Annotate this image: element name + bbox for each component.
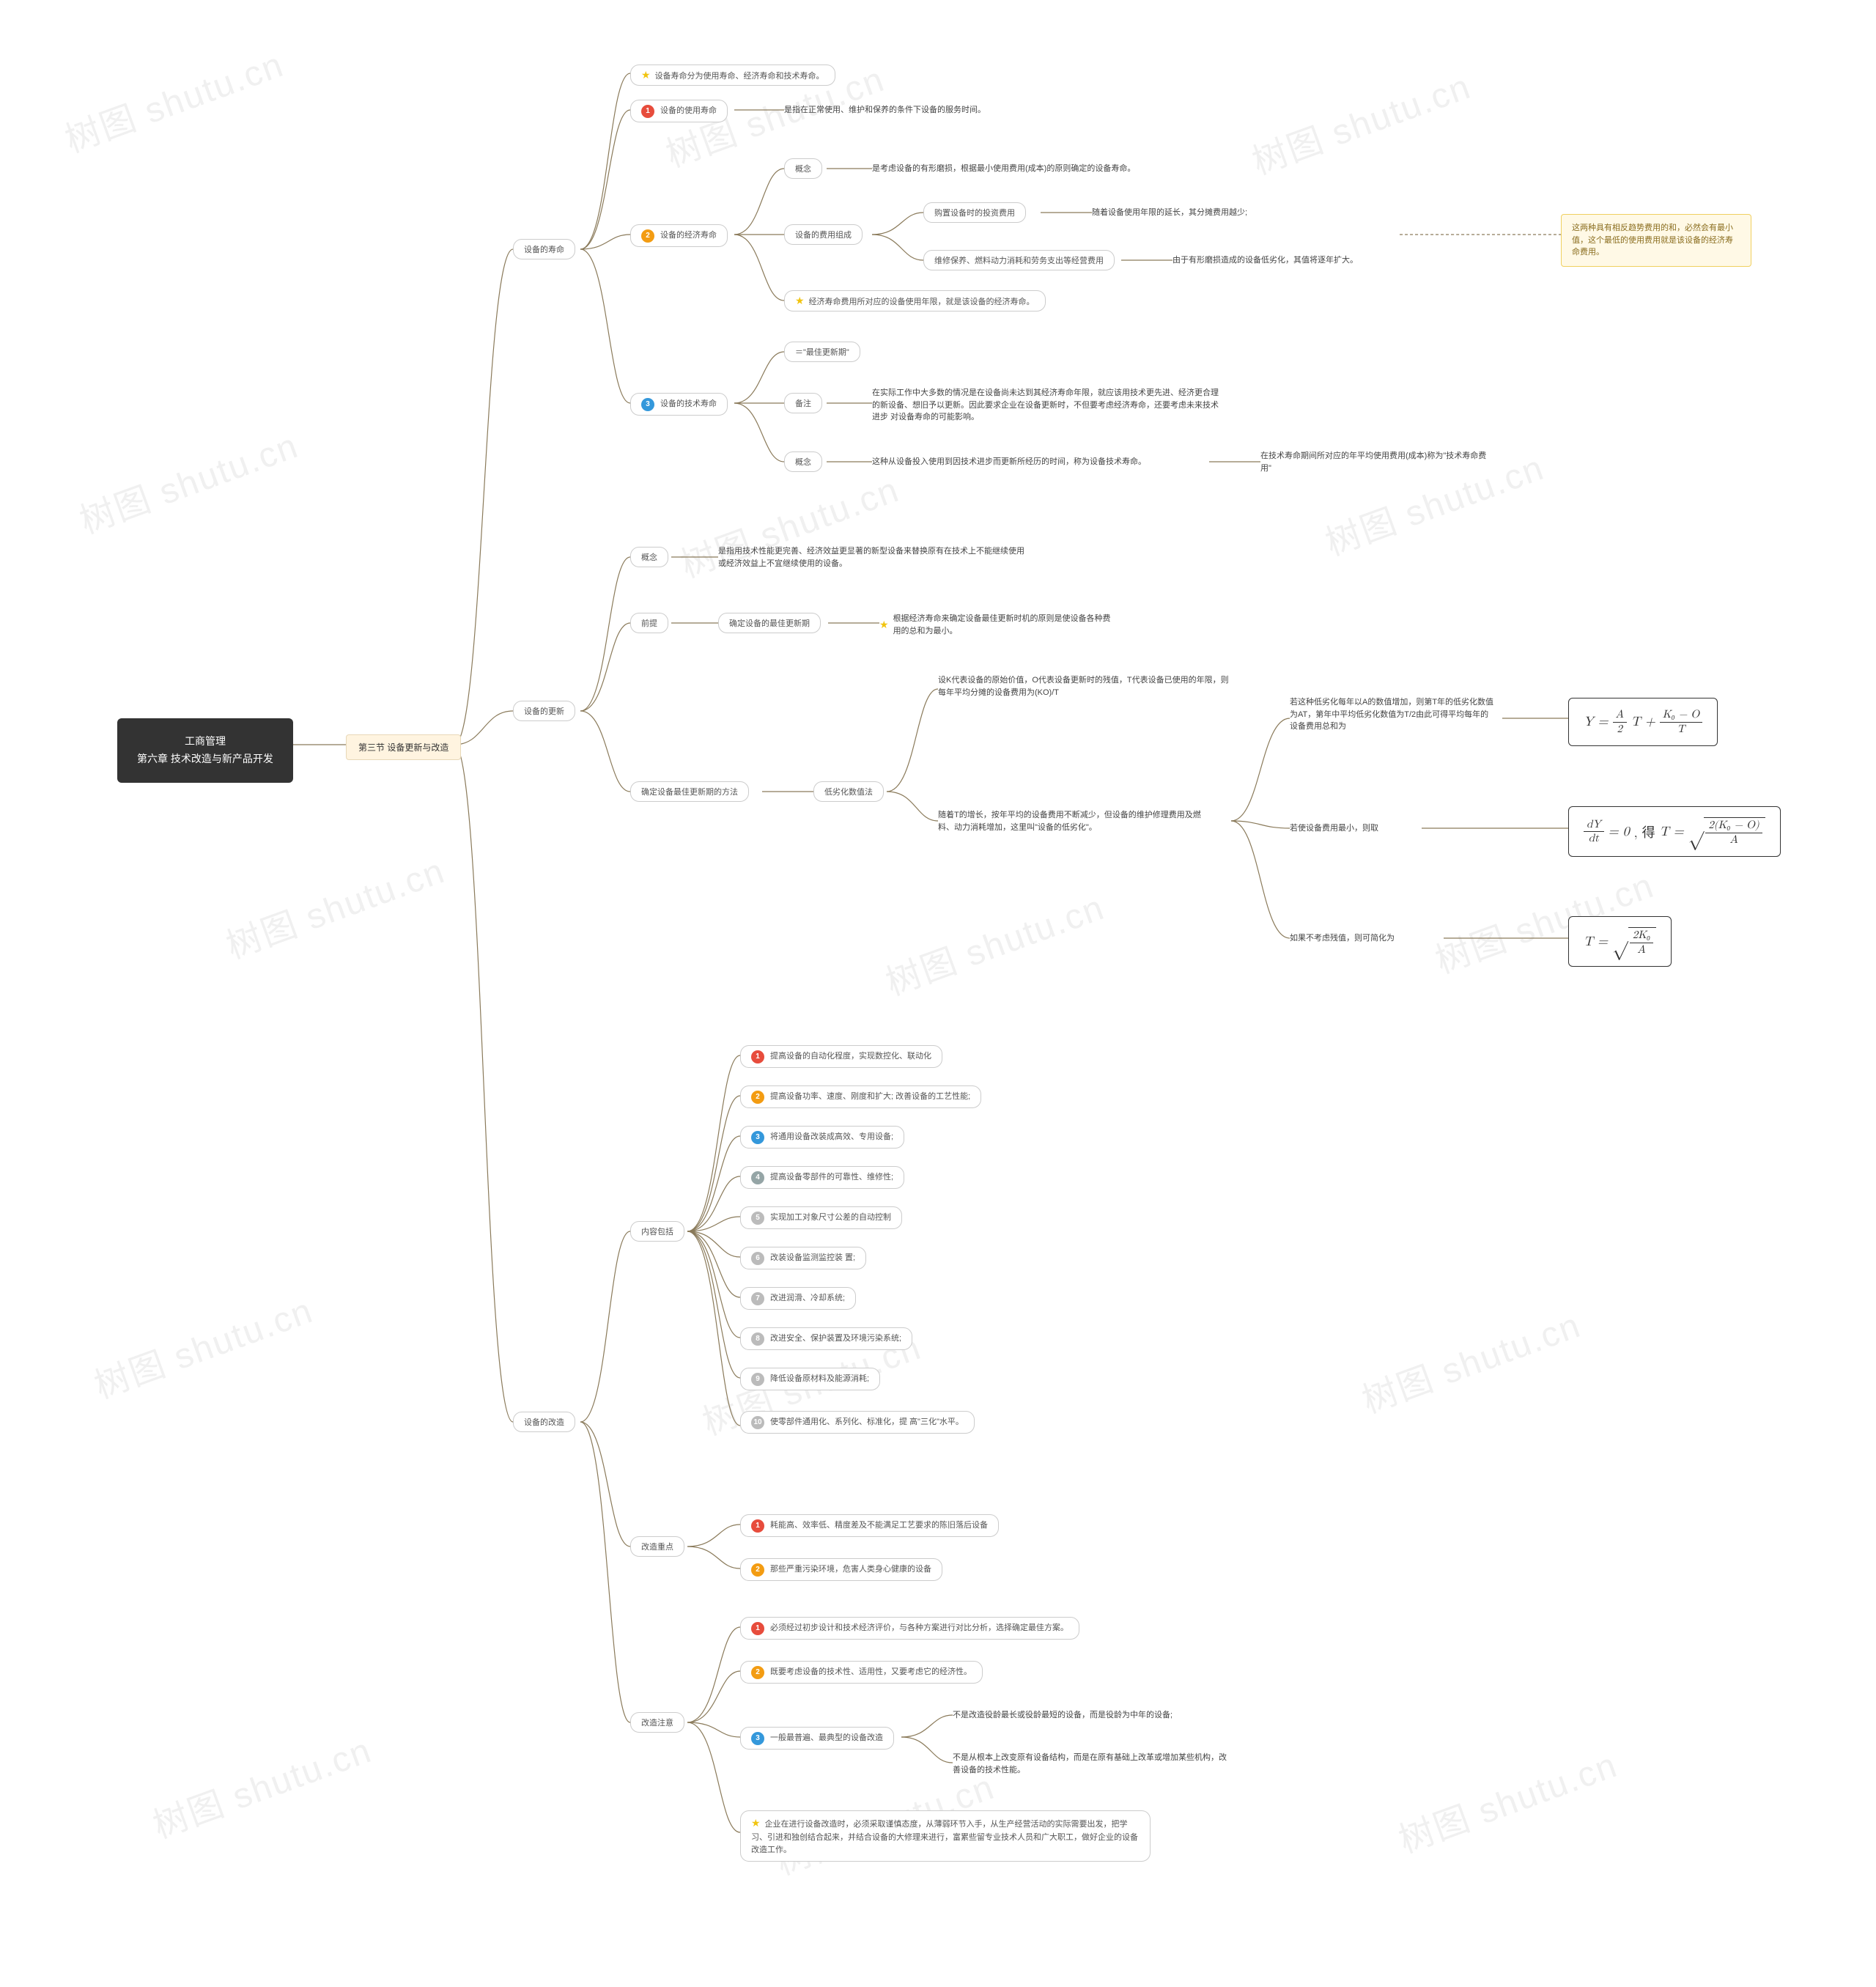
badge: 9: [751, 1373, 764, 1386]
econ-star: ★经济寿命费用所对应的设备使用年限，就是该设备的经济寿命。: [784, 290, 1046, 311]
note-item2: 2既要考虑设备的技术性、适用性，又要考虑它的经济性。: [740, 1661, 983, 1684]
badge: 7: [751, 1292, 764, 1305]
case1-formula: Y = A2 T + K₀ − OT: [1568, 698, 1718, 746]
focus-item: 2那些严重污染环境，危害人类身心健康的设备: [740, 1558, 942, 1581]
badge: 1: [751, 1519, 764, 1533]
cost-invest: 购置设备时的投资费用: [923, 202, 1026, 223]
case3-desc: 如果不考虑残值，则可简化为: [1290, 932, 1395, 945]
badge: 10: [751, 1416, 764, 1429]
watermark: 树图 shutu.cn: [144, 1722, 377, 1848]
econ-concept: 概念: [784, 158, 822, 179]
branch-life: 设备的寿命: [513, 239, 575, 259]
case3-formula: T = 2K₀A: [1568, 916, 1672, 967]
tech-best: ＝"最佳更新期": [784, 342, 860, 362]
life-use: 1设备的使用寿命: [630, 100, 728, 122]
branch-renew: 设备的更新: [513, 701, 575, 721]
badge: 6: [751, 1252, 764, 1265]
mod-content: 内容包括: [630, 1221, 684, 1242]
focus-item: 1耗能高、效率低、精度差及不能满足工艺要求的陈旧落后设备: [740, 1514, 999, 1537]
star-icon: ★: [795, 295, 805, 306]
life-label: 设备的寿命: [513, 239, 575, 259]
method-tag: 低劣化数值法: [813, 781, 884, 802]
badge-2: 2: [641, 229, 654, 243]
content-item: 10使零部件通用化、系列化、标准化，提 高"三化"水平。: [740, 1411, 975, 1434]
life-econ: 2设备的经济寿命: [630, 224, 728, 247]
note-item3-sub1: 不是改造役龄最长或役龄最短的设备，而是役龄为中年的设备;: [953, 1709, 1172, 1722]
badge: 3: [751, 1131, 764, 1144]
badge-1: 1: [751, 1622, 764, 1635]
life-tech: 3设备的技术寿命: [630, 393, 728, 416]
renew-method: 确定设备最佳更新期的方法: [630, 781, 749, 802]
cost-maintain: 维修保养、燃料动力消耗和劳务支出等经营费用: [923, 250, 1115, 270]
star-icon: ★: [641, 69, 651, 81]
content-item: 7改进润滑、冷却系统;: [740, 1287, 856, 1310]
renew-concept-desc: 是指用技术性能更完善、经济效益更显著的新型设备来替换原有在技术上不能继续使用或经…: [718, 545, 1026, 569]
watermark: 树图 shutu.cn: [71, 417, 304, 544]
badge-1: 1: [641, 105, 654, 118]
content-item: 1提高设备的自动化程度，实现数控化、联动化: [740, 1045, 942, 1068]
life-star-note: ★设备寿命分为使用寿命、经济寿命和技术寿命。: [630, 64, 835, 86]
watermark: 树图 shutu.cn: [1244, 58, 1477, 185]
method-degrade: 随着T的增长，按年平均的设备费用不断减少，但设备的维护修理费用及燃料、动力消耗增…: [938, 809, 1216, 833]
root-node: 工商管理 第六章 技术改造与新产品开发: [117, 718, 293, 783]
mod-note: 改造注意: [630, 1712, 684, 1733]
content-item: 5实现加工对象尺寸公差的自动控制: [740, 1206, 902, 1229]
econ-cost: 设备的费用组成: [784, 224, 863, 245]
badge: 8: [751, 1332, 764, 1346]
cost-maintain-desc: 由于有形磨损造成的设备低劣化，其值将逐年扩大。: [1172, 254, 1358, 267]
tech-attn: 备注: [784, 393, 822, 413]
tech-concept-desc: 这种从设备投入使用到因技术进步而更新所经历的时间，称为设备技术寿命。: [872, 456, 1146, 468]
root-line2: 第六章 技术改造与新产品开发: [135, 751, 276, 768]
econ-concept-desc: 是考虑设备的有形磨损，根据最小使用费用(成本)的原则确定的设备寿命。: [872, 163, 1135, 175]
case2-formula: dYdt = 0 , 得 T = 2(K₀ − O)A: [1568, 806, 1781, 857]
section-node: 第三节 设备更新与改造: [346, 734, 461, 760]
content-item: 6改装设备监测监控装 置;: [740, 1247, 866, 1269]
badge: 1: [751, 1050, 764, 1063]
badge: 5: [751, 1212, 764, 1225]
watermark: 树图 shutu.cn: [86, 1282, 319, 1409]
badge: 2: [751, 1091, 764, 1104]
content-item: 9降低设备原材料及能源消耗;: [740, 1368, 880, 1390]
watermark: 树图 shutu.cn: [218, 842, 451, 969]
econ-callout: 这两种具有相反趋势费用的和，必然会有最小值，这个最低的使用费用就是该设备的经济寿…: [1561, 214, 1751, 267]
content-item: 3将通用设备改装成高效、专用设备;: [740, 1126, 904, 1149]
method-def: 设K代表设备的原始价值，O代表设备更新时的残值，T代表设备已使用的年限，则每年平…: [938, 674, 1231, 698]
badge-2: 2: [751, 1666, 764, 1679]
section-label: 第三节 设备更新与改造: [346, 734, 461, 760]
case1-desc: 若这种低劣化每年以A的数值增加，则第T年的低劣化数值为AT，第年中平均低劣化数值…: [1290, 696, 1495, 733]
watermark: 树图 shutu.cn: [56, 36, 289, 163]
note-item3: 3一般最普遍、最典型的设备改造: [740, 1727, 894, 1750]
root-line1: 工商管理: [135, 733, 276, 751]
life-use-desc: 是指在正常使用、维护和保养的条件下设备的服务时间。: [784, 104, 986, 117]
case2-desc: 若使设备费用最小，则取: [1290, 822, 1378, 835]
star-icon: ★: [879, 617, 889, 633]
renew-premise: 前提: [630, 613, 668, 633]
watermark: 树图 shutu.cn: [877, 879, 1110, 1006]
badge: 2: [751, 1563, 764, 1577]
watermark: 树图 shutu.cn: [1390, 1736, 1623, 1863]
renew-premise-star: ★根据经济寿命来确定设备最佳更新时机的原则是使设备各种费用的总和为最小。: [879, 613, 1114, 637]
tech-concept: 概念: [784, 451, 822, 472]
note-star: ★企业在进行设备改造时，必须采取谨慎态度，从薄弱环节入手，从生产经营活动的实际需…: [740, 1810, 1151, 1862]
watermark: 树图 shutu.cn: [1354, 1297, 1587, 1423]
badge: 4: [751, 1171, 764, 1184]
note-item1: 1必须经过初步设计和技术经济评价，与各种方案进行对比分析，选择确定最佳方案。: [740, 1617, 1079, 1640]
mod-focus: 改造重点: [630, 1536, 684, 1557]
badge-3: 3: [751, 1732, 764, 1745]
note-item3-sub2: 不是从根本上改变原有设备结构，而是在原有基础上改革或增加某些机构，改善设备的技术…: [953, 1752, 1231, 1776]
content-item: 4提高设备零部件的可靠性、维修性;: [740, 1166, 904, 1189]
tech-attn-desc: 在实际工作中大多数的情况是在设备尚未达到其经济寿命年限，就应该用技术更先进、经济…: [872, 387, 1224, 424]
cost-invest-desc: 随着设备使用年限的延长，其分摊费用越少;: [1092, 207, 1247, 219]
content-item: 2提高设备功率、速度、刚度和扩大; 改善设备的工艺性能;: [740, 1085, 981, 1108]
badge-3: 3: [641, 398, 654, 411]
star-icon: ★: [751, 1817, 761, 1829]
renew-concept: 概念: [630, 547, 668, 567]
branch-mod: 设备的改造: [513, 1412, 575, 1432]
renew-premise-tag: 确定设备的最佳更新期: [718, 613, 821, 633]
content-item: 8改进安全、保护装置及环境污染系统;: [740, 1327, 912, 1350]
tech-concept-right: 在技术寿命期间所对应的年平均使用费用(成本)称为"技术寿命费用": [1260, 450, 1495, 474]
